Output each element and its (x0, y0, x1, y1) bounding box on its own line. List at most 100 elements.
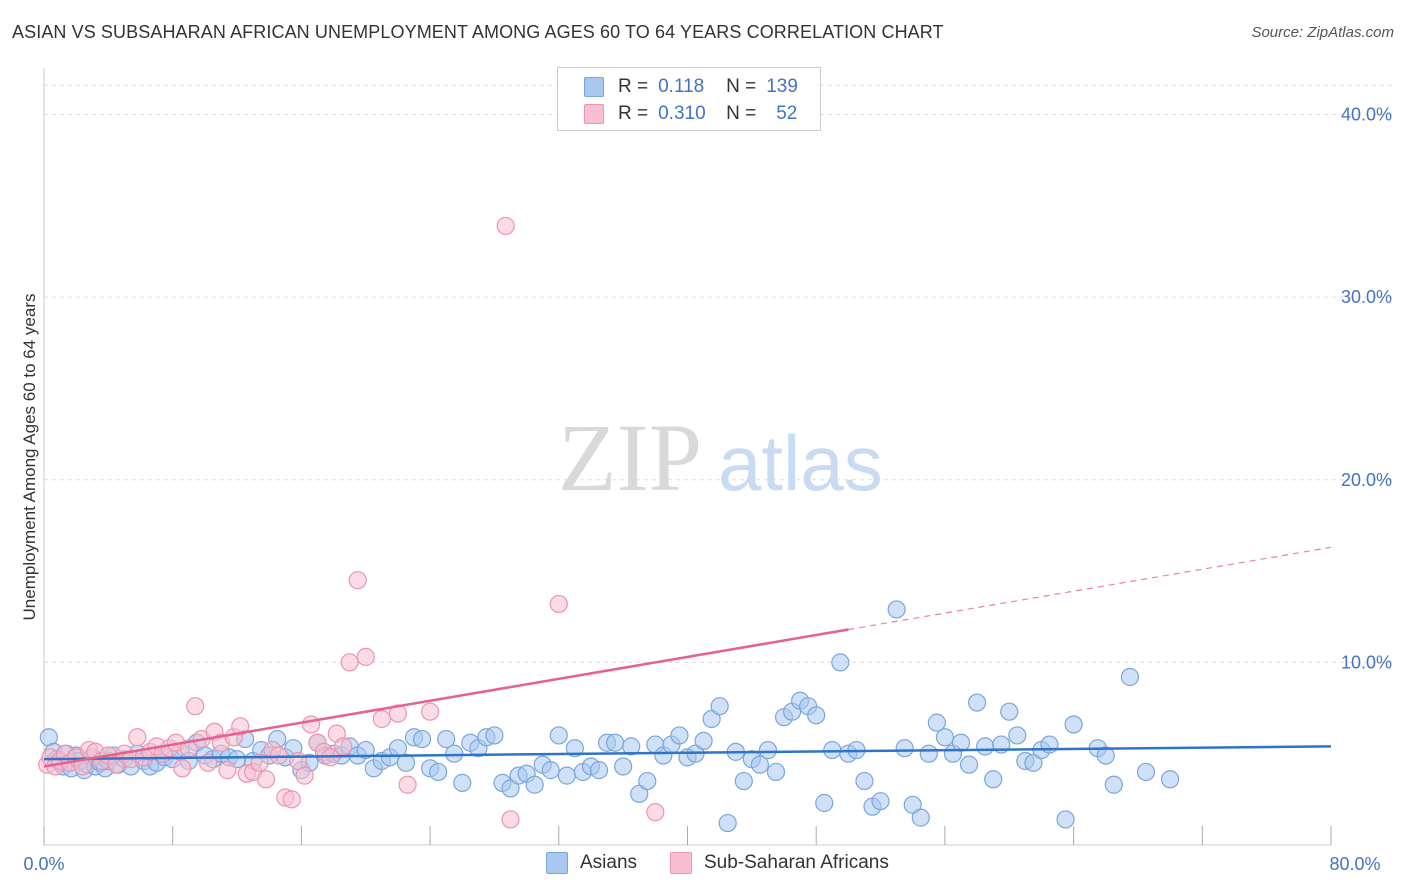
asian-point (919, 744, 938, 763)
asian-point (927, 713, 946, 732)
asian-point (758, 740, 778, 760)
asian-point (855, 771, 874, 791)
african-point (496, 216, 515, 236)
asian-point (702, 709, 721, 729)
african-point (269, 746, 288, 765)
asian-point (549, 726, 568, 745)
asian-point (959, 755, 979, 774)
asian-point (614, 757, 633, 776)
african-point (231, 717, 250, 736)
asian-point (967, 693, 987, 712)
african-point (256, 770, 276, 789)
asian-point (1064, 715, 1083, 734)
african-point (301, 715, 321, 734)
asian-point (1096, 746, 1115, 765)
asian-point (1008, 726, 1027, 745)
y-axis-label: Unemployment Among Ages 60 to 64 years (20, 294, 39, 621)
asian-point (1104, 775, 1123, 794)
asian-point (694, 731, 713, 751)
african-point (186, 697, 205, 716)
asian-point (437, 729, 456, 749)
asian-point (412, 729, 432, 749)
african-swatch-icon (584, 104, 604, 124)
asian-point (565, 739, 584, 758)
african-trend-line (43, 628, 849, 768)
asian-point (445, 744, 464, 763)
asian-point (750, 755, 769, 774)
african-point (218, 761, 237, 780)
x-tick-0: 0.0% (23, 854, 64, 874)
asian-point (871, 792, 890, 811)
asian-point (935, 728, 955, 747)
watermark-zip: ZIP (558, 404, 702, 511)
asian-point (807, 706, 826, 725)
stats-legend: R = 0.118 N = 139 R = 0.310 N = 52 (557, 67, 821, 131)
legend-item-africans[interactable]: Sub-Saharan Africans (670, 852, 889, 874)
asian-point (429, 762, 448, 782)
asian-point (630, 784, 649, 803)
asian-point (895, 739, 914, 758)
african-point (334, 737, 353, 756)
asian-point (1040, 735, 1059, 754)
african-point (250, 753, 269, 772)
asian-point (815, 793, 834, 813)
asian-point (976, 737, 995, 756)
asian-point (951, 733, 971, 752)
african-point (372, 709, 391, 729)
watermark: ZIP atlas (558, 404, 883, 511)
x-tick-80: 80.0% (1329, 854, 1380, 874)
watermark-atlas: atlas (718, 419, 883, 507)
asian-point (1136, 762, 1156, 782)
asian-point (734, 771, 753, 791)
asian-point (887, 600, 906, 619)
legend-row-africans: R = 0.310 N = 52 (584, 102, 797, 126)
series-legend: Asians Sub-Saharan Africans (0, 852, 1406, 876)
african-point (128, 728, 147, 747)
asian-r-label: R = (618, 76, 649, 97)
legend-label-africans: Sub-Saharan Africans (704, 852, 889, 873)
asian-point (984, 770, 1003, 789)
asian-point (1056, 810, 1075, 829)
african-point (501, 810, 520, 829)
asian-point (589, 761, 609, 780)
x-tick-labels: 0.0% 80.0% (23, 854, 1380, 874)
asian-n-value: 139 (766, 76, 798, 97)
trend-lines (43, 546, 1332, 768)
asian-point (1161, 770, 1180, 789)
african-legend-icon (670, 852, 692, 874)
legend-item-asians[interactable]: Asians (546, 852, 637, 874)
asian-points (39, 600, 1180, 833)
asian-point (485, 726, 504, 745)
asian-point (638, 771, 657, 791)
african-point (295, 766, 314, 785)
y-tick-30: 30.0% (1341, 287, 1392, 307)
asian-r-value: 0.118 (658, 76, 705, 97)
legend-label-asians: Asians (580, 852, 638, 873)
african-point (646, 803, 665, 822)
asian-point (557, 766, 576, 785)
asian-legend-icon (546, 852, 568, 874)
asian-point (903, 795, 922, 814)
african-point (398, 775, 417, 794)
asian-point (501, 779, 520, 798)
y-tick-40: 40.0% (1341, 105, 1392, 125)
african-point (340, 653, 359, 672)
african-points (38, 216, 665, 829)
asian-point (1024, 753, 1043, 772)
asian-point (766, 762, 786, 782)
asian-point (396, 753, 416, 772)
y-tick-20: 20.0% (1341, 470, 1392, 490)
asian-point (541, 761, 560, 780)
asian-n-label: N = (726, 76, 757, 97)
african-r-value: 0.310 (658, 103, 706, 124)
grid-lines (44, 84, 1392, 663)
asian-point (831, 653, 850, 672)
asian-trend-line (43, 745, 1332, 761)
asian-point (453, 773, 472, 793)
asian-point (525, 775, 544, 794)
y-tick-labels: 10.0% 20.0% 30.0% 40.0% (1341, 105, 1392, 673)
chart-title: ASIAN VS SUBSAHARAN AFRICAN UNEMPLOYMENT… (12, 22, 944, 42)
african-point (549, 594, 568, 614)
african-point (356, 647, 375, 667)
